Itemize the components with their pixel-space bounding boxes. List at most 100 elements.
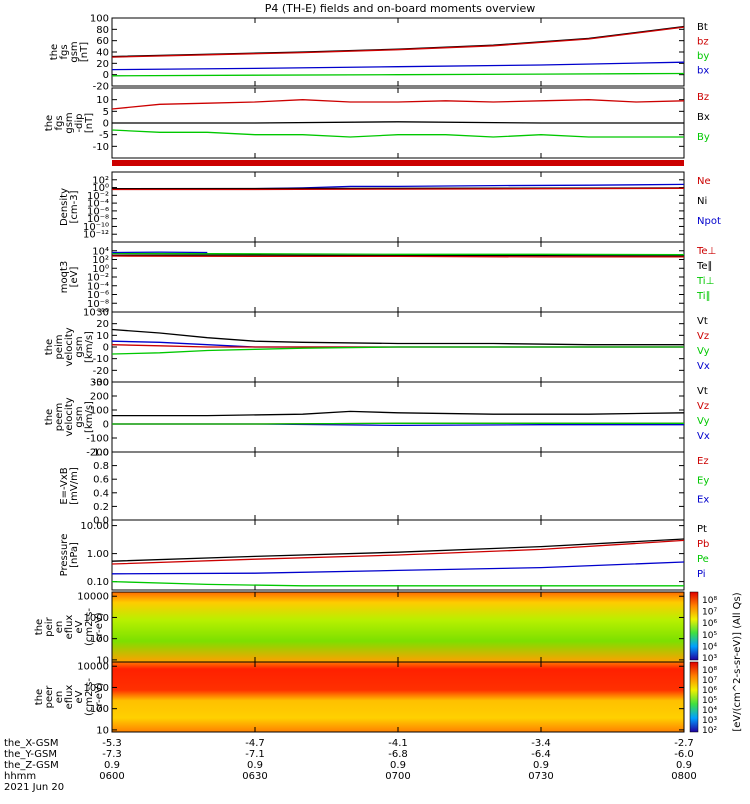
ylabel-line: sr-eV) xyxy=(94,612,105,641)
legend-fgs-gsm-bz: bz xyxy=(697,37,709,48)
panel-frame-exb xyxy=(112,452,684,520)
ytick-label-peem-velocity: 200 xyxy=(90,392,109,403)
spectrogram-peir-en-eflux xyxy=(112,592,684,662)
ylabel-peer-en-eflux: thepeerenefluxeV(cm2-s-sr-eV) xyxy=(34,678,105,716)
ylabel-line: [nT] xyxy=(79,42,90,62)
series-peim-velocity-Vy xyxy=(112,347,684,354)
legend-moqt3-Te⊥: Te⊥ xyxy=(696,246,716,257)
colorbar-label: [eV/(cm^2-s-sr-eV)] (All Qs) xyxy=(732,592,743,731)
legend-fgs-gsm-dip-By: By xyxy=(697,132,710,143)
xaxis-value: 0630 xyxy=(242,771,267,782)
colorbar-tick: 10⁵ xyxy=(702,631,717,641)
xaxis-value: 0700 xyxy=(385,771,410,782)
ytick-label-peir-en-eflux: 10000 xyxy=(77,592,109,603)
ytick-label-peim-velocity: 0 xyxy=(103,343,109,354)
colorbar-1 xyxy=(690,592,698,660)
ylabel-line: [nT] xyxy=(84,113,95,133)
legend-exb-Ez: Ez xyxy=(697,456,709,467)
ytick-label-moqt3: 10⁴ xyxy=(92,246,109,257)
xaxis-row-label: the_Y-GSM xyxy=(4,749,57,760)
xaxis-value: 0730 xyxy=(528,771,553,782)
ytick-label-fgs-gsm: 20 xyxy=(96,59,109,70)
ylabel-peem-velocity: thepeemvelocitygsm[km/s] xyxy=(44,397,95,436)
xaxis-value: 0800 xyxy=(671,771,696,782)
series-pressure-Pe xyxy=(112,582,684,586)
xaxis-value: 0.9 xyxy=(676,760,692,771)
xaxis-value: 0.9 xyxy=(533,760,549,771)
legend-fgs-gsm-dip-Bx: Bx xyxy=(697,112,710,123)
xaxis-value: 0600 xyxy=(99,771,124,782)
ytick-label-fgs-gsm-dip: 0 xyxy=(103,119,109,130)
series-fgs-gsm-dip-Bx xyxy=(112,122,684,123)
ytick-label-peem-velocity: 300 xyxy=(90,378,109,389)
legend-peim-velocity-Vt: Vt xyxy=(697,316,708,327)
spectrogram-peer-en-eflux xyxy=(112,662,684,732)
colorbar-tick: 10⁷ xyxy=(702,676,717,686)
panel-frame-density xyxy=(112,172,684,242)
series-fgs-gsm-bx xyxy=(112,62,684,69)
ytick-label-peim-velocity: 30 xyxy=(96,308,109,319)
ytick-label-pressure: 1.00 xyxy=(87,549,109,560)
legend-peim-velocity-Vy: Vy xyxy=(697,346,710,357)
ytick-label-fgs-gsm-dip: 10 xyxy=(96,95,109,106)
ylabel-peim-velocity: thepeimvelocitygsm[km/s] xyxy=(44,327,95,366)
series-peem-velocity-Vy xyxy=(112,423,684,424)
ytick-label-peer-en-eflux: 10 xyxy=(96,725,109,736)
legend-moqt3-Ti⊥: Ti⊥ xyxy=(696,276,714,287)
ytick-label-fgs-gsm-dip: 5 xyxy=(103,107,109,118)
legend-pressure-Pe: Pe xyxy=(697,554,709,565)
series-peem-velocity-Vt xyxy=(112,411,684,415)
legend-peim-velocity-Vz: Vz xyxy=(697,331,709,342)
separator-band xyxy=(112,160,684,166)
legend-peem-velocity-Vy: Vy xyxy=(697,416,710,427)
xaxis-value: -3.4 xyxy=(531,738,551,749)
ytick-label-fgs-gsm: 60 xyxy=(96,36,109,47)
ytick-label-peem-velocity: 0 xyxy=(103,420,109,431)
xaxis-value: 0.9 xyxy=(247,760,263,771)
series-pressure-Pt xyxy=(112,539,684,561)
xaxis-value: -5.3 xyxy=(102,738,122,749)
ytick-label-pressure: 10.00 xyxy=(80,521,109,532)
ylabel-fgs-gsm: thefgsgsm[nT] xyxy=(49,41,90,62)
xaxis-row-label: the_Z-GSM xyxy=(4,760,59,771)
ytick-label-fgs-gsm: 40 xyxy=(96,48,109,59)
legend-moqt3-Te∥: Te∥ xyxy=(696,261,713,272)
legend-moqt3-Ti∥: Ti∥ xyxy=(696,291,711,302)
ytick-label-fgs-gsm: -20 xyxy=(93,82,109,93)
series-fgs-gsm-bz xyxy=(112,27,684,57)
colorbar-tick: 10³ xyxy=(702,716,717,726)
xaxis-value: -6.0 xyxy=(674,749,694,760)
xaxis-value: -7.1 xyxy=(245,749,265,760)
ylabel-pressure: Pressure[nPa] xyxy=(59,534,80,577)
ylabel-line: [mV/m] xyxy=(69,467,80,505)
xaxis-row-label: hhmm xyxy=(4,771,36,782)
legend-exb-Ey: Ey xyxy=(697,475,709,486)
ylabel-fgs-gsm-dip: thefgsgsm-dip[nT] xyxy=(44,112,95,133)
legend-density-Ni: Ni xyxy=(697,196,707,207)
xaxis-value: -2.7 xyxy=(674,738,694,749)
ytick-label-peem-velocity: -100 xyxy=(86,434,109,445)
ylabel-peir-en-eflux: thepeirenefluxeV(cm2-s-sr-eV) xyxy=(34,608,105,646)
ytick-label-peim-velocity: -10 xyxy=(93,354,109,365)
series-peim-velocity-Vt xyxy=(112,330,684,345)
ytick-label-exb: 0.8 xyxy=(93,461,109,472)
ytick-label-density: 10² xyxy=(92,175,109,186)
ytick-label-exb: 1.0 xyxy=(93,448,109,459)
ylabel-line: sr-eV) xyxy=(94,682,105,711)
legend-peem-velocity-Vt: Vt xyxy=(697,386,708,397)
ytick-label-fgs-gsm: 80 xyxy=(96,25,109,36)
legend-exb-Ex: Ex xyxy=(697,495,709,506)
legend-fgs-gsm-by: by xyxy=(697,51,709,62)
colorbar-tick: 10⁶ xyxy=(702,686,717,696)
ylabel-exb: E=-VxB[mV/m] xyxy=(59,467,80,505)
colorbar-tick: 10³ xyxy=(702,654,717,664)
legend-peem-velocity-Vz: Vz xyxy=(697,401,709,412)
series-fgs-gsm-by xyxy=(112,74,684,76)
xaxis-value: 0.9 xyxy=(390,760,406,771)
ylabel-line: [nPa] xyxy=(69,542,80,568)
plot-title: P4 (TH-E) fields and on-board moments ov… xyxy=(265,2,536,15)
colorbar-tick: 10⁸ xyxy=(702,596,717,606)
ylabel-density: Density[cm-3] xyxy=(59,188,80,226)
